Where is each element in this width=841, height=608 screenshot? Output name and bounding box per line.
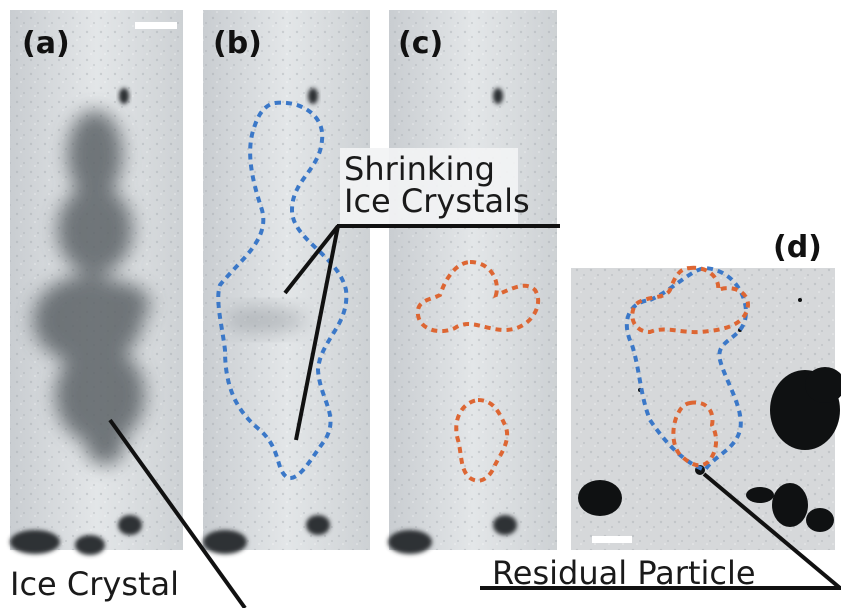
residual-particle-annotation: Residual Particle bbox=[480, 472, 841, 592]
panel-label-d: (d) bbox=[773, 230, 822, 265]
panel-label-b: (b) bbox=[213, 26, 262, 61]
ice-crystal-dark-region bbox=[33, 110, 150, 465]
orange-outline-c-top bbox=[415, 259, 541, 334]
shrinking-label-line2: Ice Crystals bbox=[344, 182, 530, 220]
shrinking-label-line1: Shrinking bbox=[344, 150, 495, 188]
panel-b: (b) bbox=[203, 10, 370, 554]
orange-outline-d-bottom bbox=[671, 400, 719, 468]
shrinking-pointer-upper bbox=[283, 224, 340, 295]
shrinking-annotation: Shrinking Ice Crystals bbox=[283, 148, 560, 441]
blue-outline-d bbox=[624, 265, 748, 473]
panel-d: (d) bbox=[571, 230, 841, 550]
panel-c: (c) bbox=[388, 10, 557, 554]
dark-particles-d bbox=[578, 298, 841, 532]
shrinking-label-bg bbox=[340, 148, 518, 224]
panel-label-a: (a) bbox=[22, 26, 70, 61]
residual-pointer bbox=[702, 472, 841, 590]
ice-crystal-label: Ice Crystal bbox=[10, 565, 179, 603]
panel-a: (a) bbox=[10, 10, 183, 555]
ice-crystal-pointer bbox=[108, 418, 247, 608]
ice-crystal-annotation: Ice Crystal bbox=[10, 418, 247, 608]
panel-label-c: (c) bbox=[398, 26, 443, 61]
residual-particle-label: Residual Particle bbox=[492, 554, 756, 592]
orange-outline-d-top bbox=[630, 265, 751, 335]
shrinking-pointer-lower bbox=[294, 225, 340, 441]
scale-bar-d bbox=[592, 536, 632, 543]
scale-bar-a bbox=[135, 22, 177, 29]
orange-outline-c-bottom bbox=[454, 397, 510, 483]
blue-outline-b bbox=[216, 100, 349, 481]
